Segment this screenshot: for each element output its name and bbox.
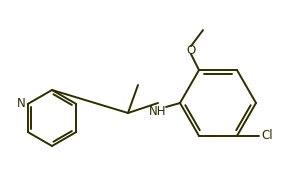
Text: NH: NH — [149, 105, 167, 118]
Text: Cl: Cl — [261, 129, 273, 142]
Text: N: N — [16, 97, 25, 110]
Text: O: O — [186, 44, 196, 57]
